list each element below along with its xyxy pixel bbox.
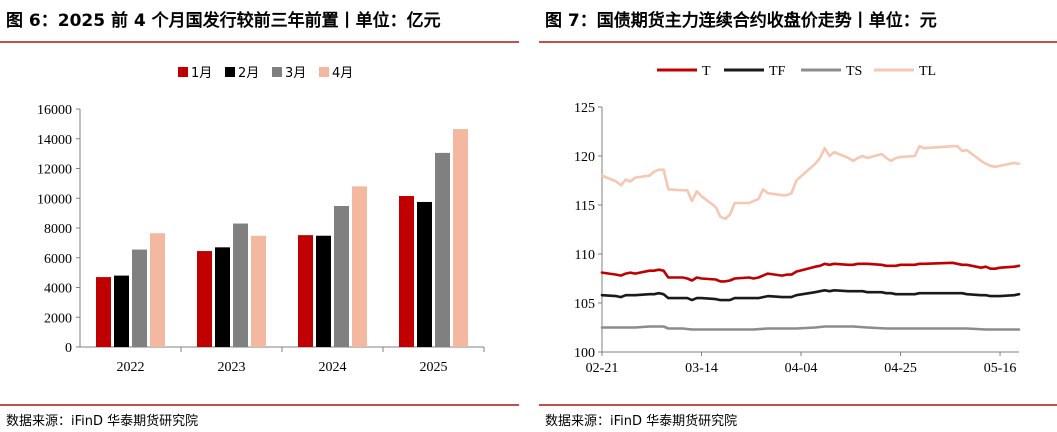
bar-2023-4月	[251, 235, 266, 347]
footer-divider	[539, 404, 1057, 406]
figure-6-panel: 图 6：2025 前 4 个月国发行较前三年前置丨单位：亿元 0 2000 4000…	[0, 0, 519, 432]
x-tick-label: 2024	[319, 360, 347, 375]
figure-7-source: 数据来源：iFinD 华泰期货研究院	[545, 414, 738, 429]
y-tick-label: 8000	[44, 222, 72, 237]
x-tick-label: 04-25	[884, 361, 917, 376]
series-line-T	[600, 261, 1021, 283]
figure-6-title: 图 6：2025 前 4 个月国发行较前三年前置丨单位：亿元	[6, 11, 441, 31]
line-chart: 100 105 110 115 120 125 02-21 03-14 04-04 04-25 05…	[574, 64, 1021, 376]
bar-2025-4月	[453, 129, 468, 347]
y-tick-label: 100	[574, 346, 595, 361]
figure-6-source: 数据来源：iFinD 华泰期货研究院	[6, 414, 199, 429]
bar-2025-1月	[399, 196, 414, 347]
legend-label: 2月	[238, 66, 259, 81]
legend-label: 4月	[332, 66, 353, 81]
y-tick-label: 4000	[44, 282, 72, 297]
bar-2024-3月	[334, 205, 349, 347]
bar-2022-2月	[114, 275, 129, 347]
legend-swatch-4月	[319, 67, 329, 77]
legend-label: TF	[769, 64, 786, 79]
legend-swatch-3月	[272, 67, 282, 77]
y-tick-label: 6000	[44, 252, 72, 267]
footer-divider	[0, 404, 519, 406]
legend-swatch-1月	[178, 67, 188, 77]
y-tick-label: 12000	[37, 163, 72, 178]
bar-2024-1月	[298, 235, 313, 347]
y-tick-label: 10000	[37, 192, 72, 207]
legend-label: TS	[846, 64, 862, 79]
y-tick-label: 0	[65, 341, 72, 356]
x-tick-label: 03-14	[685, 361, 718, 376]
x-tick-label: 2023	[218, 360, 246, 375]
x-tick-label: 02-21	[586, 361, 619, 376]
y-tick-label: 110	[575, 248, 595, 263]
figure-7-title: 图 7：国债期货主力连续合约收盘价走势丨单位：元	[545, 11, 937, 31]
legend-label: 3月	[285, 66, 306, 81]
series-line-TS	[600, 325, 1021, 331]
x-tick-label: 04-04	[785, 361, 818, 376]
legend-label: 1月	[191, 66, 212, 81]
series-line-TL	[600, 144, 1021, 220]
y-tick-label: 125	[574, 101, 595, 116]
y-tick-label: 2000	[44, 311, 72, 326]
series-line-TF	[600, 289, 1021, 302]
bar-2024-2月	[316, 235, 331, 347]
x-tick-label: 2022	[117, 360, 145, 375]
bar-2022-1月	[96, 277, 111, 347]
bar-2023-1月	[197, 251, 212, 347]
y-tick-label: 14000	[37, 133, 72, 148]
y-tick-label: 105	[574, 297, 595, 312]
figure-7-panel: 图 7：国债期货主力连续合约收盘价走势丨单位：元 100 105 110 115 120…	[539, 0, 1057, 432]
legend-label: T	[702, 64, 711, 79]
bar-2023-3月	[233, 223, 248, 347]
x-tick-label: 2025	[420, 360, 448, 375]
bar-2025-2月	[417, 201, 432, 347]
title-divider	[0, 41, 519, 43]
bar-2025-3月	[435, 152, 450, 347]
y-tick-label: 115	[575, 199, 595, 214]
bar-chart: 0 2000 4000 6000 8000 10000 12000 14000 16000 202…	[37, 66, 485, 375]
legend-label: TL	[919, 64, 936, 79]
bar-2022-3月	[132, 249, 147, 347]
bar-2023-2月	[215, 247, 230, 347]
legend-swatch-2月	[225, 67, 235, 77]
bar-2022-4月	[150, 233, 165, 347]
y-tick-label: 16000	[37, 103, 72, 118]
x-tick-label: 05-16	[984, 361, 1017, 376]
bar-2024-4月	[352, 186, 367, 347]
title-divider	[539, 41, 1057, 43]
y-tick-label: 120	[574, 150, 595, 165]
